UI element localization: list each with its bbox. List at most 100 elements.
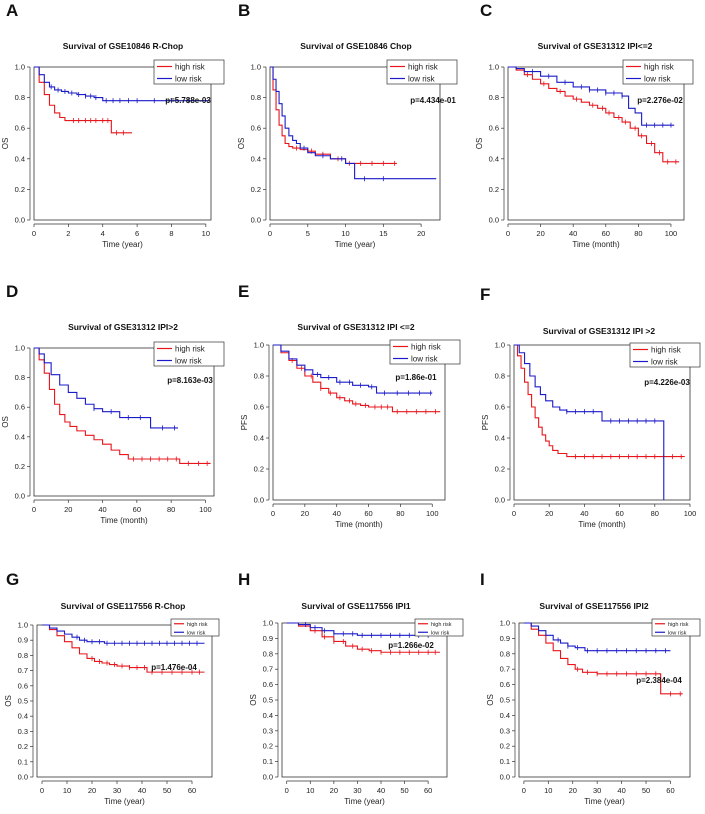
y-axis-label: PFS — [481, 415, 490, 431]
series-low-risk-line — [273, 344, 433, 394]
x-tick-label: 60 — [666, 786, 674, 795]
chart-title: Survival of GSE31312 IPI<=2 — [538, 41, 653, 51]
y-tick-label: 0.4 — [15, 154, 25, 163]
x-tick-label: 10 — [341, 229, 349, 238]
x-tick-label: 6 — [135, 229, 139, 238]
legend-label: low risk — [668, 630, 687, 636]
y-tick-label: 0.0 — [500, 773, 510, 782]
x-axis-label: Time (year) — [344, 797, 385, 806]
legend-label: high risk — [431, 622, 452, 628]
panel-letter: A — [6, 1, 18, 20]
y-tick-label: 0.4 — [500, 711, 510, 720]
y-tick-label: 0.0 — [489, 216, 499, 225]
y-tick-label: 0.0 — [15, 492, 25, 501]
x-tick-label: 50 — [400, 786, 408, 795]
x-tick-label: 5 — [306, 229, 310, 238]
x-tick-label: 40 — [617, 786, 625, 795]
x-axis-label: Time (year) — [335, 240, 376, 249]
x-tick-label: 40 — [569, 229, 577, 238]
panel-letter: B — [238, 1, 250, 20]
y-tick-label: 0.6 — [15, 124, 25, 133]
y-tick-label: 0.6 — [500, 680, 510, 689]
y-tick-label: 0.2 — [500, 742, 510, 751]
x-tick-label: 0 — [32, 229, 36, 238]
y-tick-label: 0.2 — [489, 185, 499, 194]
plot-frame — [507, 66, 685, 221]
x-axis-label: Time (month) — [578, 520, 626, 529]
chart-title: Survival of GSE117556 IPI1 — [301, 601, 410, 611]
y-tick-label: 0.5 — [263, 696, 273, 705]
chart-title: Survival of GSE117556 IPI2 — [539, 601, 648, 611]
legend-label: low risk — [651, 358, 679, 367]
chart-title: Survival of GSE31312 IPI>2 — [68, 322, 178, 332]
y-tick-label: 0.6 — [263, 680, 273, 689]
chart-panel-h: H Survival of GSE117556 IPI1 0 10 20 30 40 50 60… — [238, 570, 464, 806]
chart-panel-i: I Survival of GSE117556 IPI2 0 10 20 30 40 50 60… — [480, 570, 701, 806]
y-tick-label: 0.1 — [500, 757, 510, 766]
plot-frame — [513, 344, 691, 501]
x-axis-label: Time (month) — [100, 516, 148, 525]
p-value: p=4.226e-03 — [644, 378, 690, 387]
x-tick-label: 80 — [167, 505, 175, 514]
y-tick-label: 0.3 — [263, 726, 273, 735]
chart-panel-a: A Survival of GSE10846 R-Chop 0 2 4 6 8 10 Time … — [1, 1, 225, 249]
plot-frame — [33, 66, 212, 221]
legend-box — [629, 342, 701, 368]
x-tick-label: 0 — [285, 786, 289, 795]
y-axis-label: OS — [249, 694, 258, 706]
y-tick-label: 0.6 — [254, 403, 264, 412]
y-tick-label: 0.0 — [263, 773, 273, 782]
p-value: p=1.476e-04 — [151, 663, 197, 672]
y-tick-label: 0.9 — [263, 634, 273, 643]
y-tick-label: 0.0 — [254, 496, 264, 505]
y-tick-label: 0.2 — [15, 462, 25, 471]
y-tick-label: 0.4 — [254, 434, 264, 443]
y-tick-label: 0.8 — [500, 649, 510, 658]
y-tick-label: 0.9 — [500, 634, 510, 643]
legend-label: low risk — [175, 75, 203, 84]
x-tick-label: 100 — [426, 509, 439, 518]
x-tick-label: 40 — [98, 505, 106, 514]
series-high-risk-line — [523, 622, 683, 695]
x-tick-label: 40 — [377, 786, 385, 795]
series-low-risk-line — [523, 622, 671, 652]
y-axis-label: OS — [1, 138, 10, 150]
legend-label: high risk — [175, 345, 206, 354]
p-value: p=4.434e-01 — [410, 96, 456, 105]
p-value: p=2.384e-04 — [636, 676, 682, 685]
legend-label: low risk — [408, 75, 436, 84]
x-tick-label: 0 — [506, 229, 510, 238]
x-tick-label: 50 — [642, 786, 650, 795]
y-tick-label: 0.2 — [251, 185, 261, 194]
series-high-risk-line — [34, 66, 132, 134]
y-tick-label: 0.3 — [18, 727, 28, 736]
x-tick-label: 60 — [188, 786, 196, 795]
y-tick-label: 0.4 — [251, 154, 261, 163]
y-tick-label: 0.5 — [18, 697, 28, 706]
y-tick-label: 0.8 — [15, 93, 25, 102]
x-tick-label: 20 — [545, 509, 553, 518]
y-tick-label: 0.6 — [18, 681, 28, 690]
x-tick-label: 0 — [32, 505, 36, 514]
legend-label: high risk — [175, 63, 206, 72]
legend-label: low risk — [175, 357, 203, 366]
panel-letter: E — [238, 282, 249, 301]
chart-title: Survival of GSE31312 IPI <=2 — [297, 322, 414, 332]
y-axis-label: OS — [4, 695, 13, 707]
x-axis-label: Time (year) — [584, 797, 625, 806]
chart-title: Survival of GSE117556 R-Chop — [61, 601, 186, 611]
y-tick-label: 1.0 — [495, 341, 505, 350]
legend-box — [389, 339, 461, 365]
y-tick-label: 0.4 — [18, 712, 28, 721]
y-tick-label: 0.6 — [15, 403, 25, 412]
x-tick-label: 50 — [163, 786, 171, 795]
x-tick-label: 0 — [268, 229, 272, 238]
y-tick-label: 0.2 — [15, 185, 25, 194]
x-tick-label: 60 — [602, 229, 610, 238]
series-low-risk-line — [34, 347, 178, 429]
x-tick-label: 0 — [522, 786, 526, 795]
panel-letter: D — [6, 282, 18, 301]
y-tick-label: 0.1 — [18, 757, 28, 766]
x-tick-label: 0 — [512, 509, 516, 518]
